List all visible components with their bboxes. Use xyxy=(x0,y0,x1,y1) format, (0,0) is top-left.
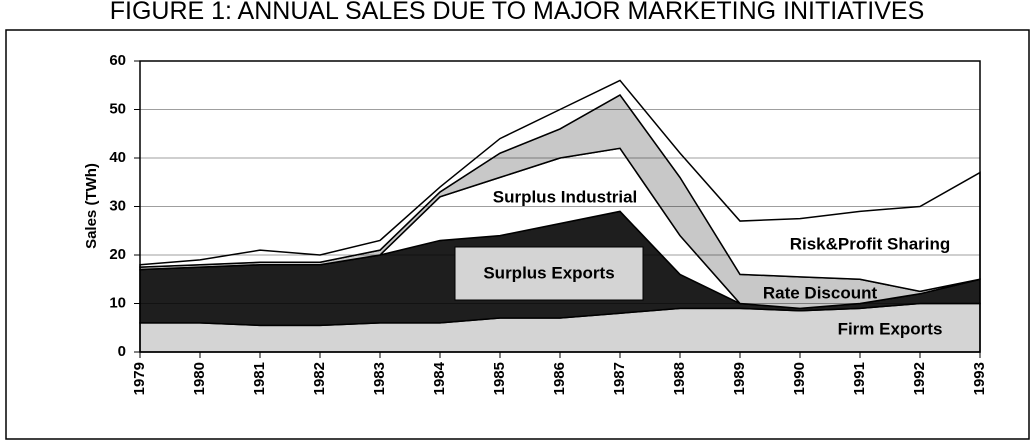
y-tick-label: 10 xyxy=(109,294,126,311)
series-label: Rate Discount xyxy=(763,283,878,302)
x-tick-label: 1981 xyxy=(251,362,268,395)
series-label: Firm Exports xyxy=(838,319,943,338)
x-tick-label: 1986 xyxy=(551,362,568,395)
y-tick-label: 40 xyxy=(109,149,126,166)
x-tick-label: 1980 xyxy=(191,362,208,395)
series-label: Risk&Profit Sharing xyxy=(790,234,951,253)
series-label: Surplus Industrial xyxy=(493,187,638,206)
x-tick-label: 1987 xyxy=(611,362,628,395)
label-box xyxy=(454,246,644,301)
x-tick-label: 1990 xyxy=(791,362,808,395)
x-tick-label: 1991 xyxy=(851,362,868,395)
x-tick-label: 1982 xyxy=(311,362,328,395)
x-tick-label: 1993 xyxy=(971,362,988,395)
series-label: Surplus Exports xyxy=(483,263,614,282)
y-axis-label: Sales (TWh) xyxy=(83,163,100,249)
y-tick-label: 30 xyxy=(109,197,126,214)
y-tick-label: 50 xyxy=(109,100,126,117)
x-tick-label: 1988 xyxy=(671,362,688,395)
y-tick-label: 0 xyxy=(118,343,126,360)
x-tick-label: 1992 xyxy=(911,362,928,395)
x-tick-label: 1983 xyxy=(371,362,388,395)
x-tick-label: 1985 xyxy=(491,362,508,395)
y-tick-label: 60 xyxy=(109,52,126,69)
chart-title: FIGURE 1: ANNUAL SALES DUE TO MAJOR MARK… xyxy=(110,0,925,25)
x-tick-label: 1979 xyxy=(131,362,148,395)
y-tick-label: 20 xyxy=(109,246,126,263)
frame xyxy=(5,29,1030,440)
x-tick-label: 1989 xyxy=(731,362,748,395)
x-tick-label: 1984 xyxy=(431,361,448,395)
